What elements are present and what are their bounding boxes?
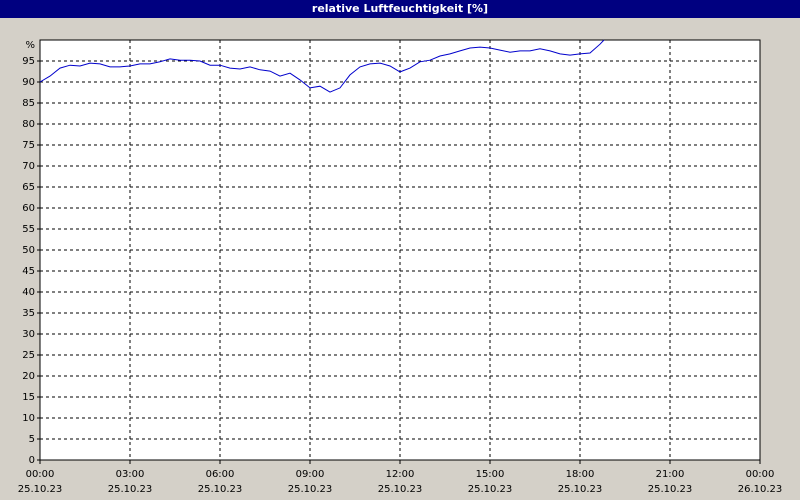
- y-tick-label: 65: [22, 182, 35, 193]
- y-tick-label: 30: [22, 329, 35, 340]
- y-tick-label: 15: [22, 392, 35, 403]
- y-tick-label: 50: [22, 245, 35, 256]
- y-tick-label: 95: [22, 56, 35, 67]
- x-tick-label: 12:00: [386, 469, 415, 480]
- x-tick-label: 09:00: [296, 469, 325, 480]
- x-tick-label: 25.10.23: [198, 484, 243, 495]
- plot-border: [39, 39, 761, 461]
- y-tick-label: 10: [22, 413, 35, 424]
- y-tick-label: 55: [22, 224, 35, 235]
- x-tick-label: 25.10.23: [558, 484, 603, 495]
- x-tick-label: 25.10.23: [468, 484, 513, 495]
- title-bar: [0, 0, 800, 18]
- x-tick-label: 25.10.23: [378, 484, 423, 495]
- y-tick-label: 75: [22, 140, 35, 151]
- y-tick-label: 90: [22, 77, 35, 88]
- y-tick-label: 60: [22, 203, 35, 214]
- x-tick-label: 06:00: [206, 469, 235, 480]
- x-tick-label: 03:00: [116, 469, 145, 480]
- y-tick-label: 70: [22, 161, 35, 172]
- x-tick-label: 25.10.23: [18, 484, 63, 495]
- y-tick-label: 85: [22, 98, 35, 109]
- y-tick-label: 5: [29, 434, 35, 445]
- data-line: [39, 39, 605, 93]
- x-tick-label: 15:00: [476, 469, 505, 480]
- y-tick-label: 35: [22, 308, 35, 319]
- x-tick-label: 25.10.23: [108, 484, 153, 495]
- chart-title: relative Luftfeuchtigkeit [%]: [312, 2, 488, 15]
- y-tick-label: 25: [22, 350, 35, 361]
- y-tick-label: 0: [29, 455, 35, 466]
- x-tick-label: 26.10.23: [738, 484, 783, 495]
- x-tick-label: 21:00: [656, 469, 685, 480]
- y-tick-label: 40: [22, 287, 35, 298]
- x-tick-label: 00:00: [746, 469, 775, 480]
- x-tick-label: 18:00: [566, 469, 595, 480]
- y-tick-label: 20: [22, 371, 35, 382]
- x-tick-label: 25.10.23: [648, 484, 693, 495]
- x-tick-label: 00:00: [26, 469, 55, 480]
- y-unit-label: %: [25, 40, 35, 51]
- y-tick-label: 45: [22, 266, 35, 277]
- y-tick-label: 80: [22, 119, 35, 130]
- x-tick-label: 25.10.23: [288, 484, 333, 495]
